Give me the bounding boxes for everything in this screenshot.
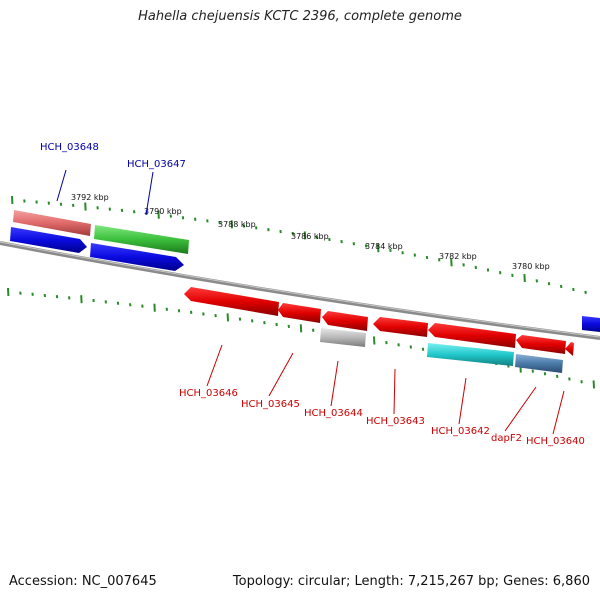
gene-label[interactable]: HCH_03646	[179, 388, 238, 399]
gene-label[interactable]: HCH_03648	[40, 142, 99, 153]
gene-feature-gray[interactable]	[320, 328, 366, 347]
genome-info-text: Topology: circular; Length: 7,215,267 bp…	[232, 574, 590, 589]
map-title: Hahella chejuensis KCTC 2396, complete g…	[138, 9, 462, 24]
gene-label[interactable]: HCH_03644	[304, 408, 363, 419]
gene-label[interactable]: HCH_03643	[366, 416, 425, 427]
gene-arrow-forward[interactable]	[582, 316, 600, 332]
scale-label: 3786 kbp	[291, 232, 329, 241]
gene-arrow-reverse[interactable]	[565, 342, 574, 356]
gene-arrow-reverse[interactable]	[278, 303, 321, 323]
gene-arrow-reverse[interactable]	[373, 317, 428, 337]
gene-feature-cyan[interactable]	[427, 343, 514, 366]
scale-labels: 3792 kbp 3790 kbp 3788 kbp 3786 kbp 3784…	[71, 193, 550, 271]
gene-label[interactable]: HCH_03640	[526, 436, 585, 447]
gene-feature-pink[interactable]	[13, 210, 91, 236]
gene-label[interactable]: dapF2	[491, 433, 522, 444]
gene-label[interactable]: HCH_03642	[431, 426, 490, 437]
scale-label: 3792 kbp	[71, 193, 109, 202]
gene-arrow-reverse[interactable]	[516, 335, 566, 354]
gene-arrow-reverse[interactable]	[322, 311, 368, 331]
bottom-label-leaders	[206, 344, 565, 435]
tick-track-top	[11, 195, 587, 295]
gene-arrow-forward[interactable]	[90, 243, 184, 271]
forward-strand-features	[10, 210, 600, 332]
gene-arrow-reverse[interactable]	[428, 323, 516, 348]
scale-label: 3788 kbp	[218, 220, 256, 229]
reverse-strand-features	[184, 287, 574, 373]
gene-label[interactable]: HCH_03645	[241, 399, 300, 410]
gene-label[interactable]: HCH_03647	[127, 159, 186, 170]
top-gene-labels: HCH_03648 HCH_03647	[40, 142, 186, 170]
gene-arrow-forward[interactable]	[10, 227, 87, 253]
gene-feature-green[interactable]	[94, 225, 189, 254]
scale-label: 3782 kbp	[439, 252, 477, 261]
genome-backbone	[0, 241, 600, 340]
gene-arrow-reverse[interactable]	[184, 287, 279, 316]
scale-label: 3780 kbp	[512, 262, 550, 271]
scale-label: 3784 kbp	[365, 242, 403, 251]
accession-text: Accession: NC_007645	[9, 574, 157, 589]
top-label-leaders	[56, 169, 154, 216]
bottom-gene-labels: HCH_03646 HCH_03645 HCH_03644 HCH_03643 …	[179, 388, 585, 447]
scale-label: 3790 kbp	[144, 207, 182, 216]
gene-feature-steel[interactable]	[515, 354, 563, 373]
